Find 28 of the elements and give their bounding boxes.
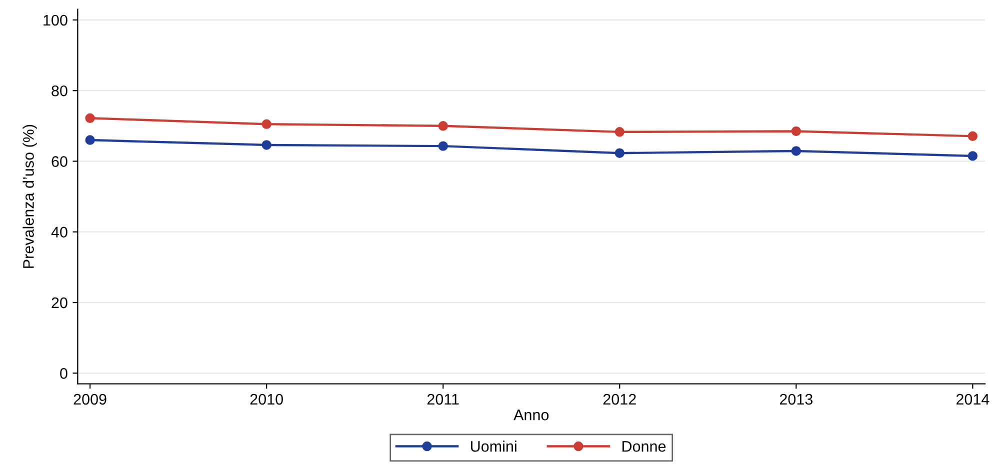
x-tick-label: 2011 xyxy=(427,394,459,405)
y-axis-title: Prevalenza d’uso (%) xyxy=(22,124,37,268)
point xyxy=(614,148,624,158)
point xyxy=(791,146,802,156)
point xyxy=(438,141,448,151)
y-tick-label: 80 xyxy=(52,85,68,96)
point xyxy=(262,119,272,130)
point xyxy=(968,151,978,161)
point xyxy=(438,121,448,131)
x-axis-title: Anno xyxy=(514,410,549,420)
point xyxy=(791,126,802,136)
x-tick-label: 2010 xyxy=(250,394,283,405)
y-tick-label: 100 xyxy=(44,14,68,26)
y-tick-label: 60 xyxy=(52,156,68,167)
y-tick-label: 0 xyxy=(60,368,68,379)
y-tick-label: 20 xyxy=(52,297,68,308)
point xyxy=(262,140,272,150)
point xyxy=(614,127,624,137)
point xyxy=(85,113,95,124)
y-tick-label: 40 xyxy=(51,226,68,238)
x-tick-label: 2009 xyxy=(74,394,106,405)
x-tick-label: 2012 xyxy=(603,394,636,405)
legend-label: Uomini xyxy=(470,440,516,452)
x-tick-label: 2014 xyxy=(956,394,990,405)
legend-label: Donne xyxy=(622,441,666,452)
point xyxy=(968,131,978,142)
x-tick-label: 2013 xyxy=(780,394,812,405)
point xyxy=(85,135,95,145)
